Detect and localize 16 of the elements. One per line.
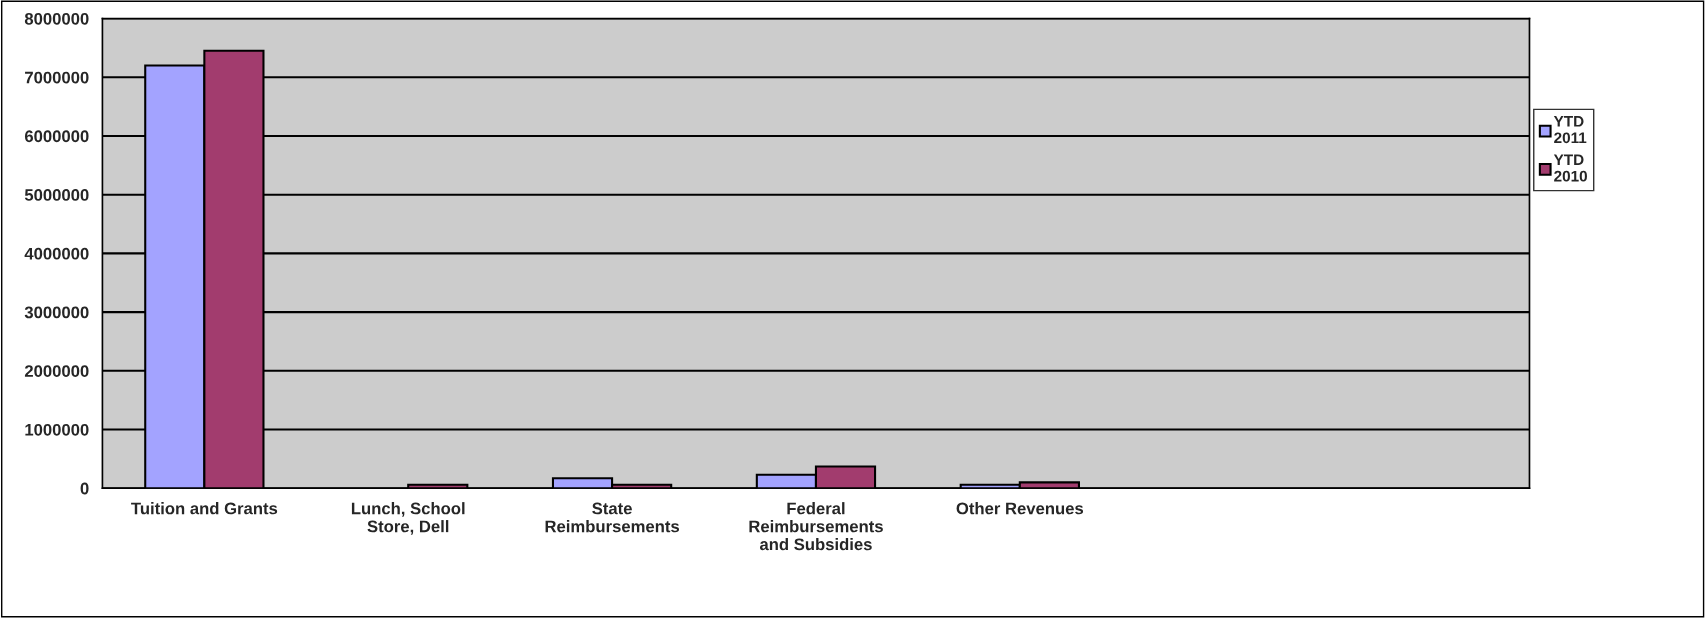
x-tick-label: Federal Reimbursements and Subsidies <box>749 502 883 551</box>
y-tick-label: 8000000 <box>24 12 89 25</box>
x-tick-label: State Reimbursements <box>545 502 680 533</box>
y-tick-label: 1000000 <box>25 423 89 436</box>
legend-label: YTD 2011 <box>1553 116 1587 144</box>
y-tick-label: 4000000 <box>24 247 89 260</box>
y-tick-label: 3000000 <box>24 306 89 319</box>
x-tick-label: Lunch, School Store, Dell <box>351 502 465 535</box>
y-tick-label: 2000000 <box>24 365 89 377</box>
y-tick-label: 6000000 <box>24 130 89 143</box>
x-tick-label: Other Revenues <box>956 502 1084 515</box>
y-tick-label: 7000000 <box>25 71 89 84</box>
y-tick-label: 0 <box>80 482 89 495</box>
x-tick-label: Tuition and Grants <box>131 502 278 515</box>
y-tick-label: 5000000 <box>24 189 89 201</box>
legend-label: YTD 2010 <box>1553 154 1587 182</box>
